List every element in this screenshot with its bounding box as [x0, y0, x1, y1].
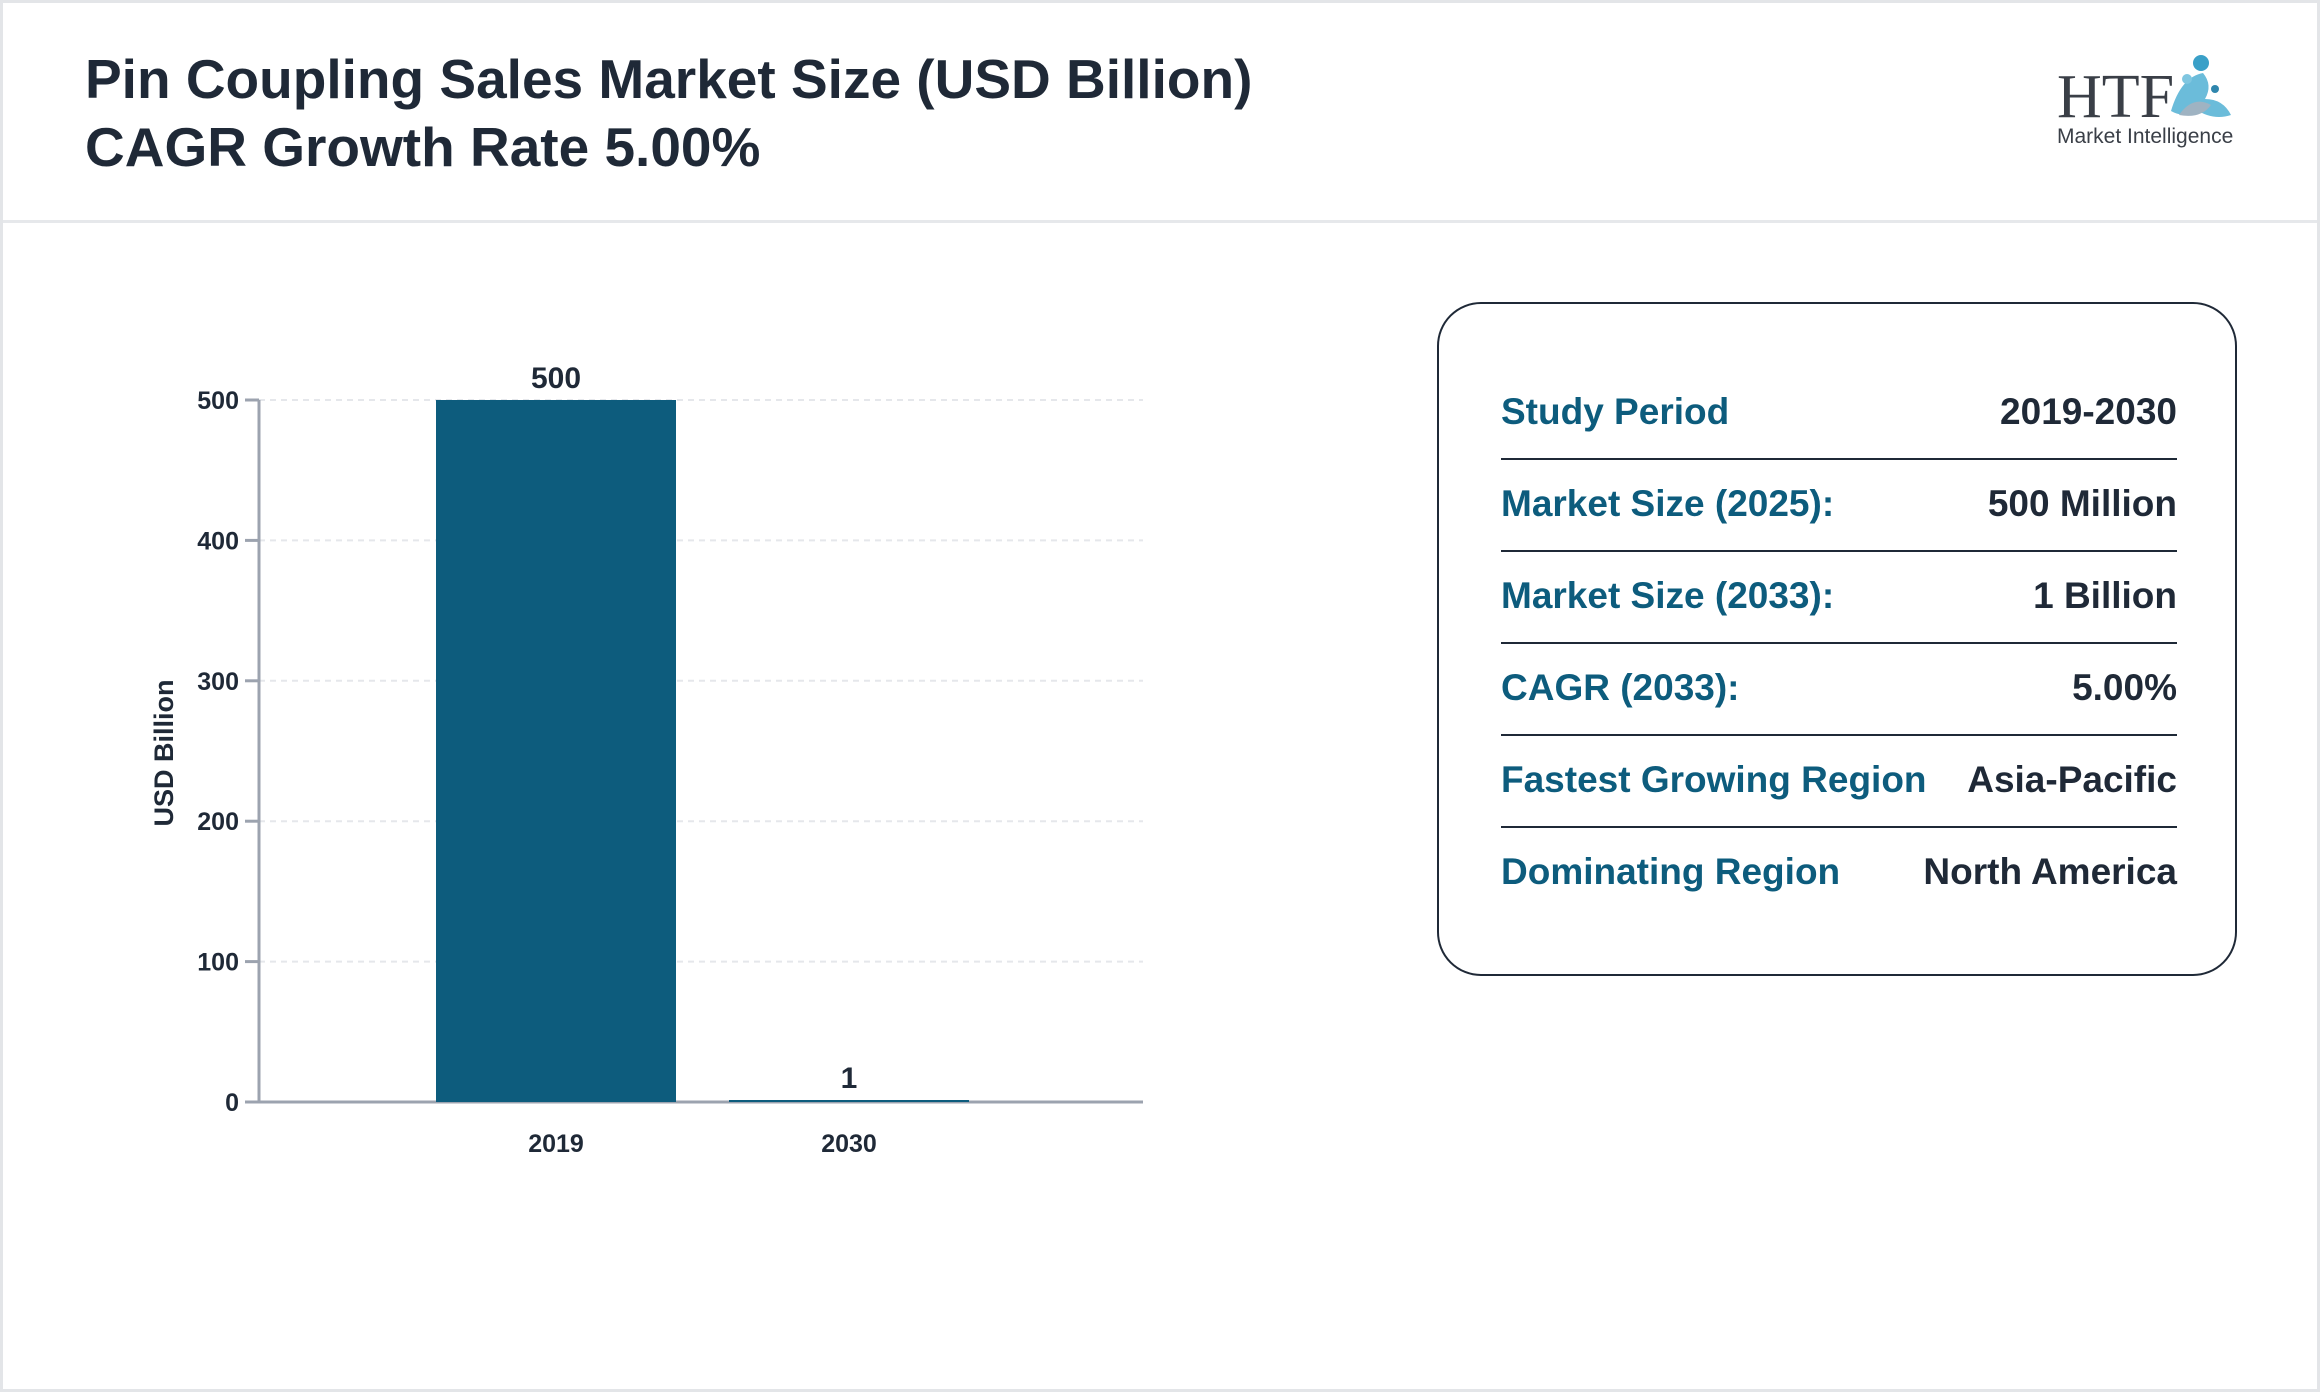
- info-value: 2019-2030: [2000, 391, 2177, 432]
- info-key: Study Period: [1501, 391, 1730, 432]
- info-row: Fastest Growing Region Asia-Pacific: [1501, 734, 2177, 828]
- title-line-1: Pin Coupling Sales Market Size (USD Bill…: [85, 48, 1253, 110]
- y-tick-label: 200: [197, 808, 239, 836]
- x-tick-label-2030: 2030: [821, 1130, 877, 1158]
- y-tick-label: 100: [197, 949, 239, 977]
- data-label-2019: 500: [531, 362, 581, 395]
- x-ticks: 2019 2030: [528, 1130, 877, 1158]
- y-tick-label: 300: [197, 668, 239, 696]
- bar-2019: [436, 400, 676, 1102]
- info-value: 5.00%: [2072, 667, 2177, 708]
- info-value: Asia-Pacific: [1967, 759, 2177, 800]
- y-tick-label: 400: [197, 527, 239, 555]
- title-line-2: CAGR Growth Rate 5.00%: [85, 116, 761, 178]
- info-key: Market Size (2033):: [1501, 575, 1835, 616]
- y-ticks: 0 100 200 300 400 500: [197, 387, 259, 1117]
- value-labels: 500 1: [531, 362, 857, 1095]
- info-value: 500 Million: [1987, 483, 2177, 524]
- axes: [257, 400, 1143, 1104]
- page-title: Pin Coupling Sales Market Size (USD Bill…: [85, 45, 1252, 181]
- info-key: CAGR (2033):: [1501, 667, 1740, 708]
- info-row: CAGR (2033): 5.00%: [1501, 642, 2177, 736]
- x-tick-label-2019: 2019: [528, 1130, 584, 1158]
- info-row: Market Size (2033): 1 Billion: [1501, 550, 2177, 644]
- bar-2030: [729, 1100, 969, 1102]
- info-value: North America: [1923, 851, 2177, 892]
- info-row: Market Size (2025): 500 Million: [1501, 458, 2177, 552]
- info-row: Dominating Region North America: [1501, 826, 2177, 918]
- market-summary-panel: Study Period 2019-2030 Market Size (2025):…: [1437, 302, 2237, 976]
- logo-text: HTF: [2057, 63, 2174, 131]
- header: Pin Coupling Sales Market Size (USD Bill…: [3, 3, 2317, 223]
- y-axis-label: USD Billion: [149, 680, 179, 827]
- y-tick-label: 500: [197, 387, 239, 415]
- data-label-2030: 1: [841, 1062, 858, 1095]
- info-key: Market Size (2025):: [1501, 483, 1835, 524]
- info-value: 1 Billion: [2033, 575, 2177, 616]
- info-key: Dominating Region: [1501, 851, 1841, 892]
- logo-subtext: Market Intelligence: [2057, 125, 2233, 148]
- info-key: Fastest Growing Region: [1501, 759, 1927, 800]
- bars: [436, 400, 969, 1102]
- bar-chart: 0 100 200 300 400 500 500 1 2019 2030 USD Billi…: [149, 362, 1143, 1158]
- info-row: Study Period 2019-2030: [1501, 366, 2177, 460]
- htf-logo: HTF Market Intelligence: [2057, 55, 2233, 148]
- y-tick-label: 0: [225, 1089, 239, 1117]
- logo-figure-icon: [2171, 55, 2231, 117]
- grid-lines: [259, 399, 1143, 1103]
